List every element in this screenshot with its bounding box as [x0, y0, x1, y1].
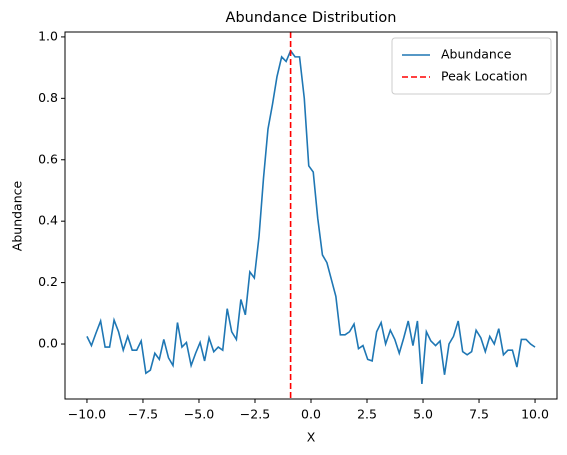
x-tick-label: 2.5 — [357, 407, 377, 422]
x-tick-label: 5.0 — [413, 407, 433, 422]
x-axis-label: X — [307, 430, 316, 445]
y-tick-label: 0.6 — [38, 151, 58, 166]
axes-frame — [64, 31, 558, 400]
y-tick-label: 0.0 — [38, 336, 58, 351]
x-tick-label: 10.0 — [521, 407, 549, 422]
x-tick-label: −2.5 — [240, 407, 270, 422]
y-tick-label: 0.8 — [38, 90, 58, 105]
legend-box — [391, 37, 552, 95]
legend-label: Abundance — [441, 47, 512, 62]
x-tick-label: −10.0 — [68, 407, 106, 422]
y-tick-label: 1.0 — [38, 28, 58, 43]
y-tick-label: 0.2 — [38, 274, 58, 289]
x-tick-label: −7.5 — [128, 407, 158, 422]
x-tick-label: 7.5 — [469, 407, 489, 422]
chart-title: Abundance Distribution — [226, 10, 397, 26]
y-tick-label: 0.4 — [38, 213, 58, 228]
y-axis-label: Abundance — [10, 180, 25, 251]
legend-label: Peak Location — [441, 69, 528, 84]
x-tick-label: 0.0 — [301, 407, 321, 422]
x-tick-label: −5.0 — [184, 407, 214, 422]
data-line — [86, 49, 536, 385]
